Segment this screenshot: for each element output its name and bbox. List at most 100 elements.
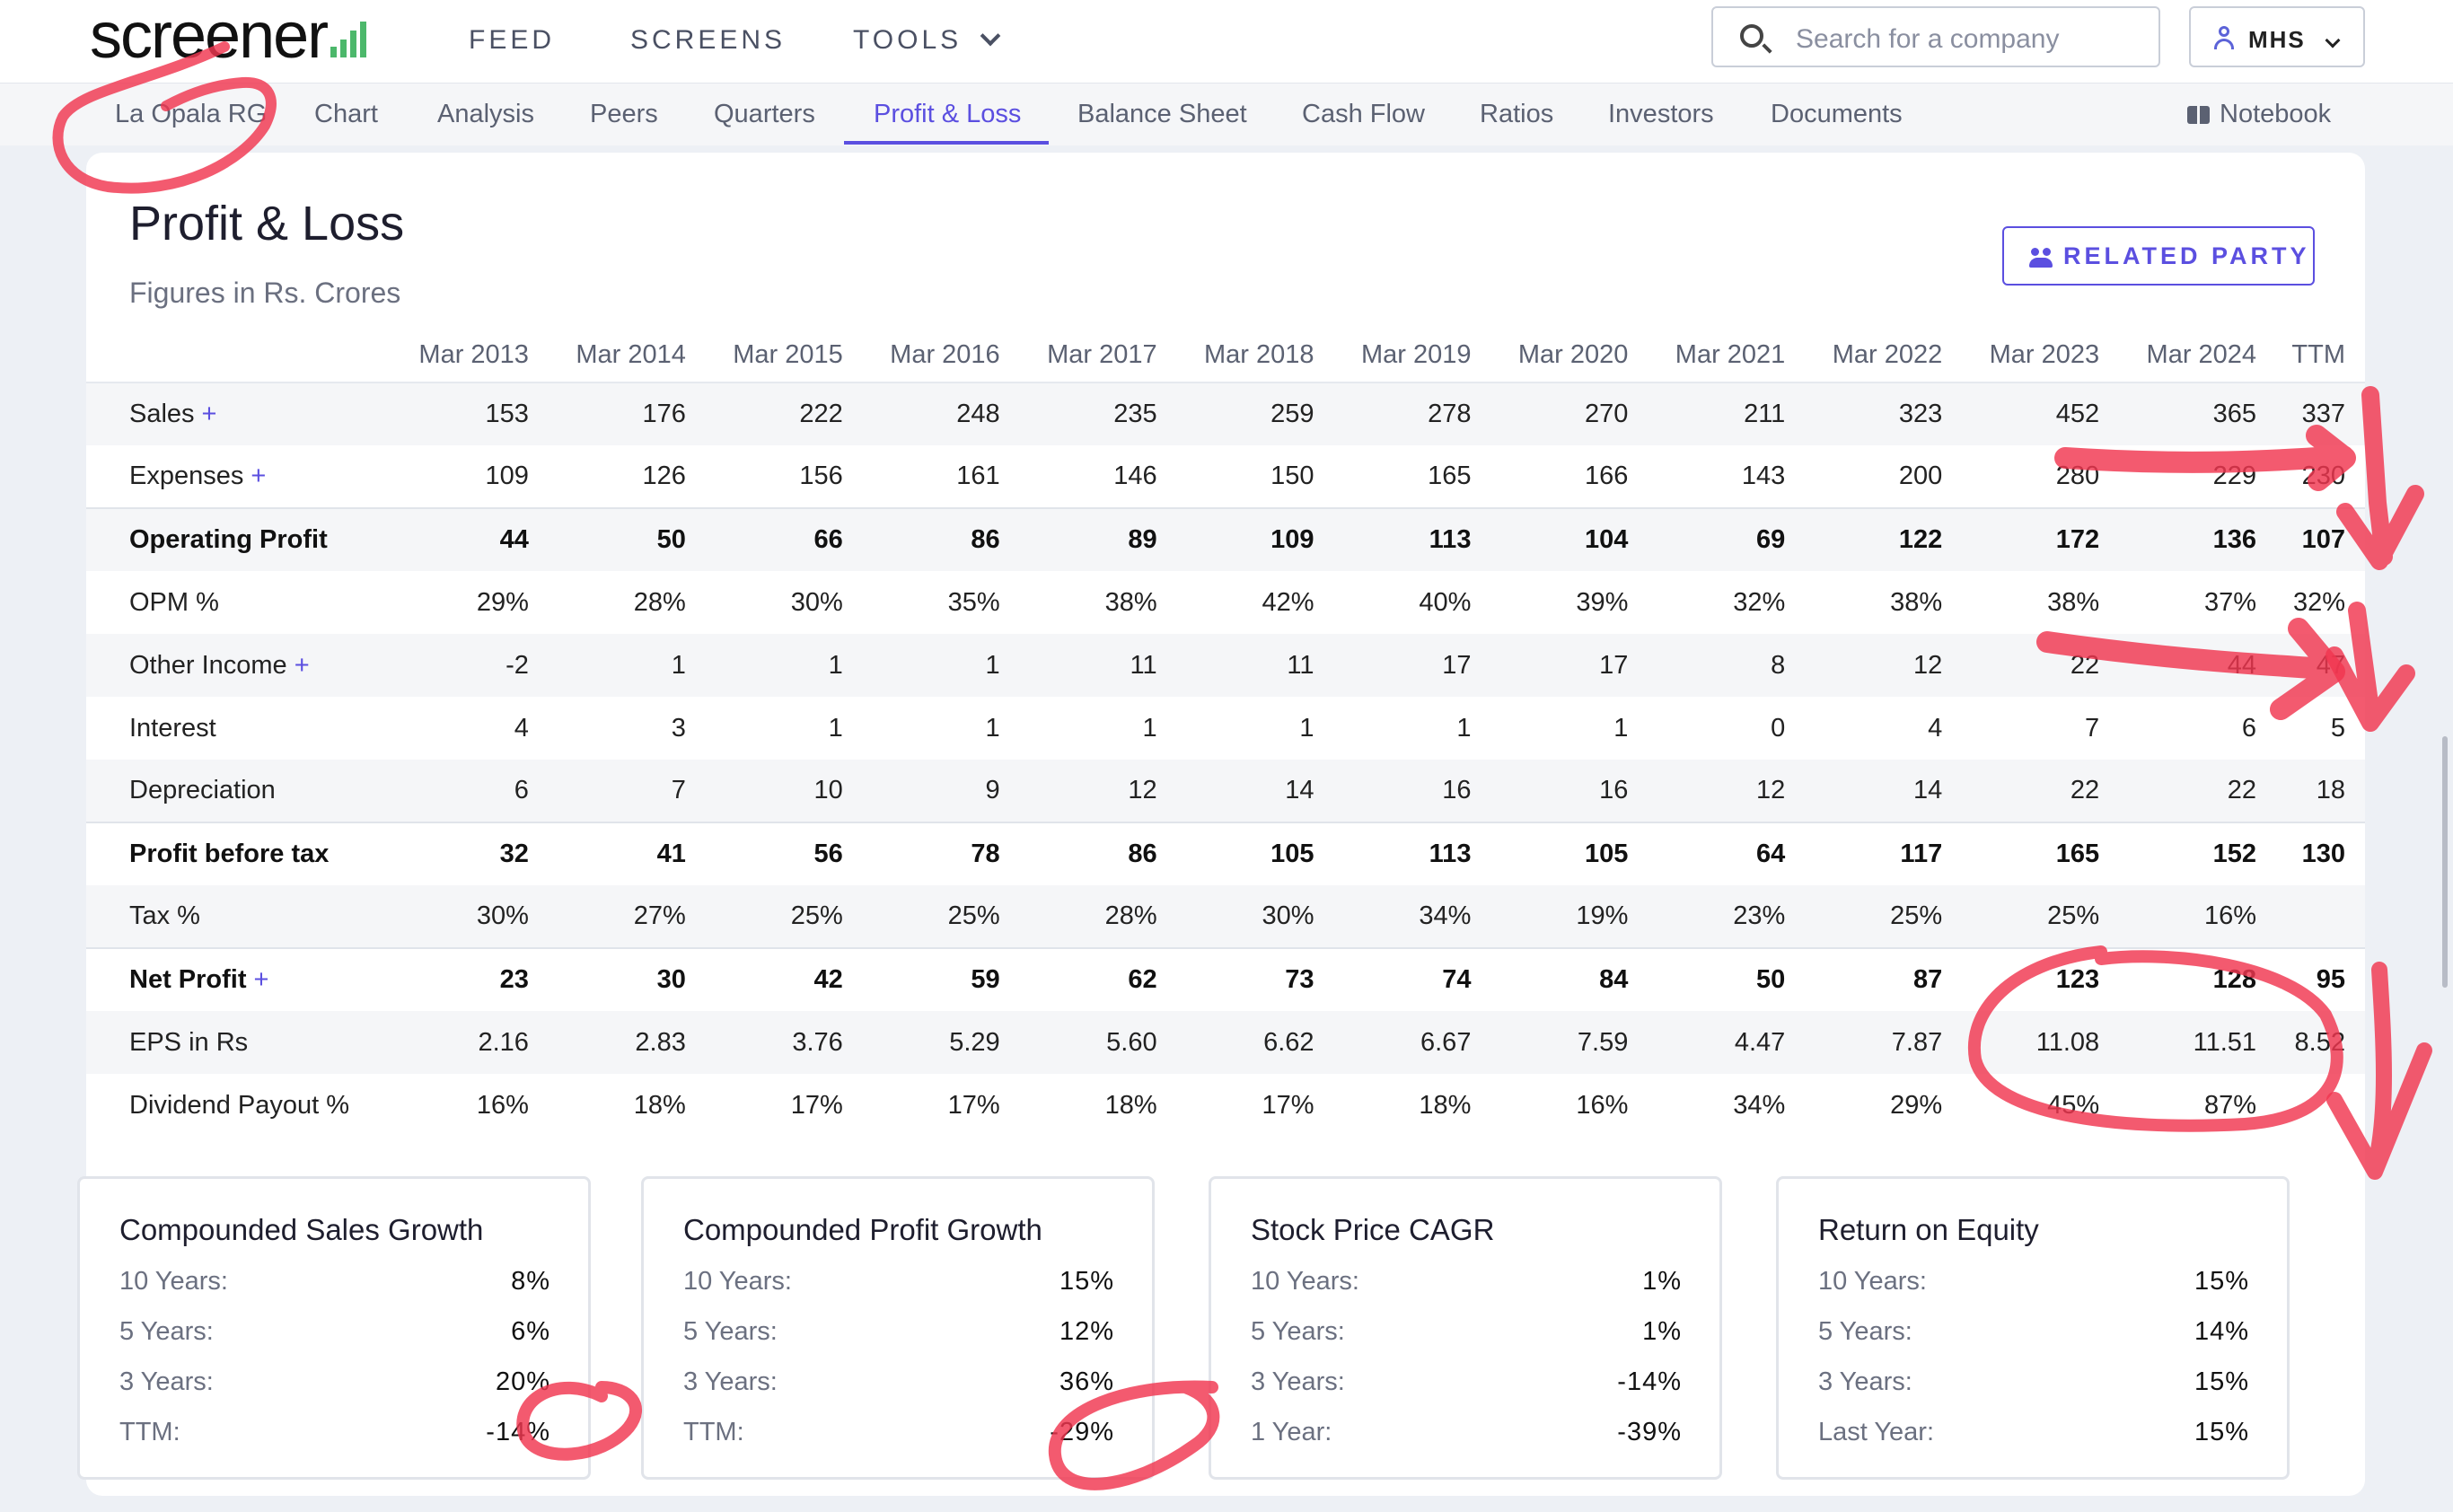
- table-row: Tax % 30% 27% 25% 25% 28% 30% 34% 19% 23% 25% 25% 16…: [86, 885, 2365, 948]
- subnav-ratios[interactable]: Ratios: [1480, 100, 1554, 128]
- table-cell: 22: [1962, 760, 2120, 822]
- growth-row: Last Year: 15%: [1818, 1418, 2249, 1447]
- table-cell: 18%: [1419, 1090, 1472, 1120]
- subnav-company[interactable]: La Opala RG: [115, 100, 268, 128]
- search-placeholder: Search for a company: [1796, 24, 2060, 54]
- table-cell: 19%: [1490, 885, 1649, 948]
- growth-box: Stock Price CAGR 10 Years: 1% 5 Years: 1% 3 Y…: [1209, 1176, 1722, 1480]
- table-cell: 4: [1928, 713, 1943, 743]
- subnav-chart[interactable]: Chart: [314, 100, 378, 128]
- table-cell: 25%: [1962, 885, 2120, 948]
- table-cell: 30: [548, 947, 706, 1011]
- growth-row: TTM: -29%: [683, 1418, 1114, 1447]
- growth-row: 3 Years: 36%: [683, 1367, 1114, 1397]
- table-cell: 16%: [2119, 885, 2277, 948]
- table-cell: 104: [1490, 507, 1649, 571]
- nav-feed[interactable]: FEED: [469, 25, 555, 56]
- related-party-button[interactable]: RELATED PARTY: [2002, 226, 2315, 286]
- expand-plus-icon[interactable]: +: [294, 650, 310, 680]
- table-cell: 10: [705, 760, 863, 822]
- table-cell: 25%: [1805, 885, 1963, 948]
- row-label-text: OPM %: [129, 587, 219, 617]
- screener-logo[interactable]: screener: [90, 2, 367, 70]
- table-cell: 66: [705, 507, 863, 571]
- table-cell: 452: [1962, 382, 2120, 445]
- growth-value: -14%: [1617, 1367, 1682, 1396]
- subnav-analysis[interactable]: Analysis: [437, 100, 534, 128]
- column-header: Mar 2022: [1805, 329, 1963, 383]
- table-cell: 7.59: [1490, 1011, 1649, 1074]
- table-cell: 1: [1456, 713, 1472, 743]
- row-label-text: Dividend Payout %: [129, 1090, 350, 1120]
- table-cell: 17%: [947, 1090, 1000, 1120]
- table-cell: 278: [1333, 382, 1491, 445]
- subnav-balance-sheet[interactable]: Balance Sheet: [1077, 100, 1247, 128]
- table-cell: 17%: [790, 1090, 843, 1120]
- subnav-notebook[interactable]: Notebook: [2187, 100, 2331, 129]
- table-cell: 12: [1805, 634, 1963, 697]
- page-scrollbar[interactable]: [2442, 736, 2448, 988]
- search-input[interactable]: Search for a company: [1711, 6, 2160, 67]
- growth-period: 3 Years:: [683, 1367, 778, 1396]
- nav-screens-label: SCREENS: [630, 25, 787, 55]
- growth-period: 10 Years:: [1251, 1267, 1359, 1296]
- expand-plus-icon[interactable]: +: [251, 462, 267, 490]
- table-cell: 87: [1805, 947, 1963, 1011]
- table-cell: 16: [1333, 760, 1491, 822]
- row-label[interactable]: Net Profit +: [86, 947, 391, 1011]
- table-cell: 87%: [2204, 1090, 2257, 1120]
- table-cell: 32%: [2292, 587, 2345, 617]
- table-cell: 146: [1113, 462, 1157, 490]
- table-cell: 25%: [862, 885, 1020, 948]
- subnav-investors[interactable]: Investors: [1608, 100, 1714, 128]
- expand-plus-icon[interactable]: +: [253, 965, 269, 994]
- row-label-text: Other Income: [129, 650, 287, 680]
- growth-box: Compounded Profit Growth 10 Years: 15% 5 Ye…: [641, 1176, 1155, 1480]
- profit-loss-table: Mar 2013 Mar 2014 Mar 2015 Mar 2016 Mar 2017…: [86, 329, 2365, 1137]
- table-cell: 22: [1962, 634, 2120, 697]
- table-cell: 18%: [633, 1090, 686, 1120]
- table-cell: 50: [548, 507, 706, 571]
- growth-value: 20%: [495, 1367, 550, 1396]
- subnav-quarters[interactable]: Quarters: [714, 100, 815, 128]
- growth-value: 1%: [1642, 1267, 1682, 1296]
- table-cell: 230: [2301, 462, 2345, 490]
- growth-period: 3 Years:: [1818, 1367, 1912, 1396]
- row-label[interactable]: Expenses +: [86, 445, 391, 508]
- table-cell: 28%: [1019, 885, 1177, 948]
- table-cell: 150: [1270, 462, 1314, 490]
- table-row: Depreciation 6 7 10 9 12 14 16 16 12 14 22 22 18: [86, 760, 2365, 822]
- subnav-peers[interactable]: Peers: [590, 100, 658, 128]
- growth-period: 10 Years:: [119, 1267, 228, 1296]
- table-cell: 34%: [1333, 885, 1491, 948]
- nav-tools[interactable]: TOOLS: [853, 25, 1001, 56]
- table-cell: 4: [514, 713, 529, 743]
- table-cell: 6: [391, 760, 549, 822]
- table-cell: 16%: [1576, 1090, 1629, 1120]
- growth-period: 3 Years:: [1251, 1367, 1345, 1396]
- row-label[interactable]: Other Income +: [86, 634, 391, 697]
- row-label[interactable]: Sales +: [86, 382, 391, 445]
- table-cell: 235: [1019, 382, 1177, 445]
- table-cell: 113: [1333, 822, 1491, 885]
- subnav-cash-flow[interactable]: Cash Flow: [1302, 100, 1425, 128]
- table-cell: 143: [1741, 462, 1786, 490]
- expand-plus-icon[interactable]: +: [201, 400, 217, 428]
- table-cell: 95: [2276, 947, 2365, 1011]
- nav-feed-label: FEED: [469, 25, 556, 55]
- table-cell: 153: [391, 382, 549, 445]
- subnav-documents[interactable]: Documents: [1771, 100, 1903, 128]
- user-menu-button[interactable]: MHS: [2189, 6, 2365, 67]
- table-cell: 1: [828, 713, 843, 743]
- table-cell: 337: [2276, 382, 2365, 445]
- growth-row: 5 Years: 14%: [1818, 1317, 2249, 1347]
- table-cell: 30%: [391, 885, 549, 948]
- company-subnav: La Opala RG Chart Analysis Peers Quarter…: [0, 83, 2453, 145]
- row-label-text: Depreciation: [129, 776, 276, 804]
- growth-row: 5 Years: 1%: [1251, 1317, 1682, 1347]
- nav-screens[interactable]: SCREENS: [630, 25, 786, 56]
- table-cell: 222: [705, 382, 863, 445]
- table-cell: 248: [862, 382, 1020, 445]
- top-header: screener FEED SCREENS TOOLS Search for a…: [0, 0, 2453, 83]
- subnav-profit-loss[interactable]: Profit & Loss: [874, 100, 1022, 128]
